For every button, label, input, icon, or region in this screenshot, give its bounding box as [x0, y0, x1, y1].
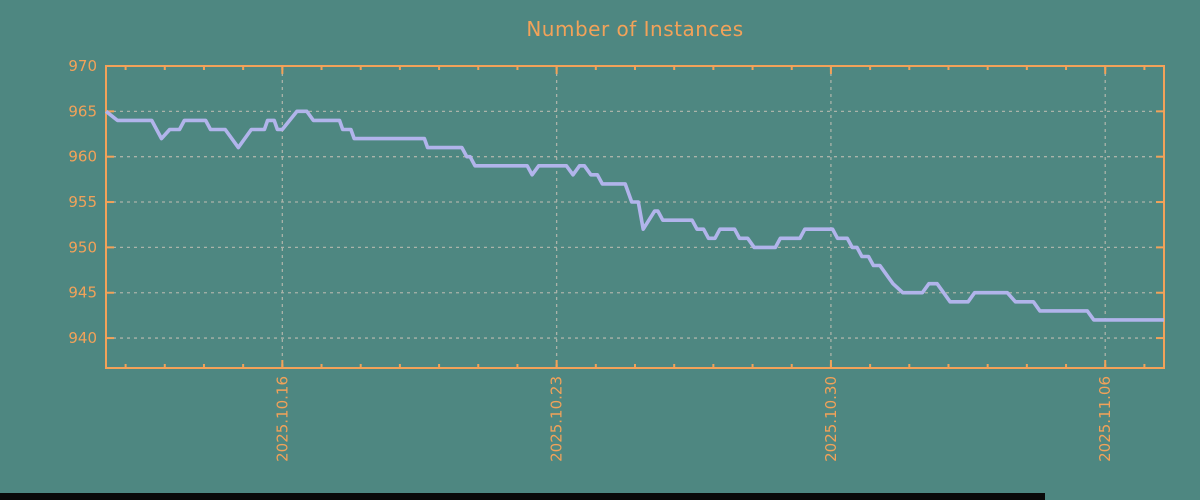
plot-border: [105, 65, 1165, 369]
x-tick-label: 2025.10.30: [822, 376, 840, 462]
y-tick-label: 945: [68, 284, 97, 302]
y-tick-label: 965: [68, 102, 97, 120]
series-line: [104, 109, 1164, 322]
y-tick-label: 970: [68, 57, 97, 75]
x-tick-label: 2025.10.23: [548, 376, 566, 462]
y-tick-label: 955: [68, 193, 97, 211]
y-tick-label: 940: [68, 329, 97, 347]
x-tick-label: 2025.11.06: [1096, 376, 1114, 462]
x-tick-label: 2025.10.16: [273, 376, 291, 462]
window-bottom-edge: [0, 493, 1045, 500]
chart-title: Number of Instances: [526, 17, 744, 41]
y-tick-label: 950: [68, 238, 97, 256]
y-tick-label: 960: [68, 148, 97, 166]
